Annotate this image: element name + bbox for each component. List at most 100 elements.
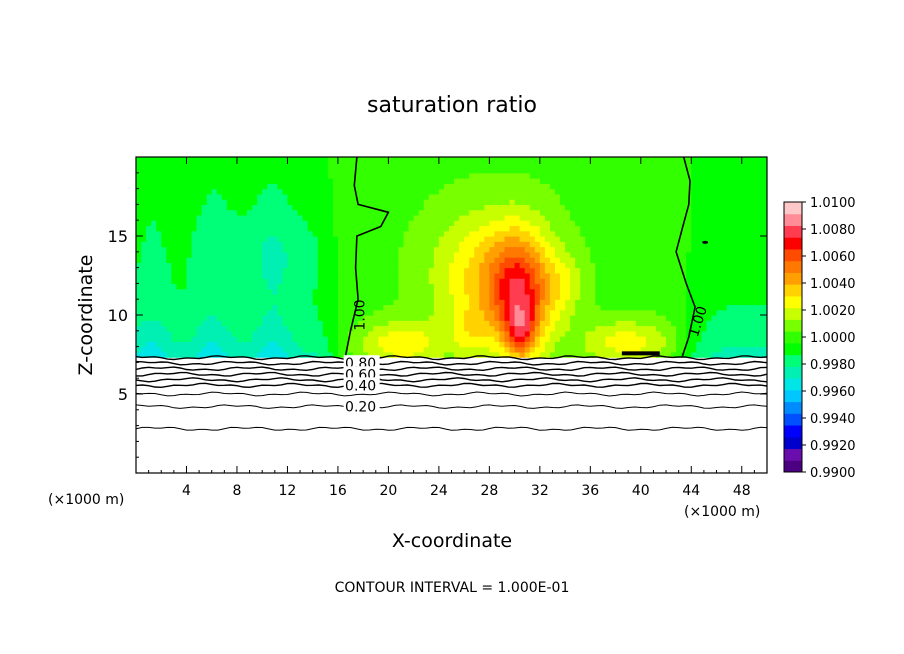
field-cell bbox=[348, 272, 354, 279]
colorbar-swatch bbox=[784, 237, 802, 250]
field-cell bbox=[650, 183, 657, 190]
field-cell bbox=[287, 246, 294, 253]
field-cell bbox=[716, 315, 723, 321]
field-cell bbox=[236, 299, 243, 306]
field-cell bbox=[595, 346, 602, 353]
field-cell bbox=[590, 172, 596, 179]
field-cell bbox=[383, 246, 389, 253]
field-cell bbox=[575, 288, 581, 295]
field-cell bbox=[529, 278, 536, 284]
field-cell bbox=[302, 293, 309, 300]
field-cell bbox=[469, 172, 475, 179]
field-cell bbox=[373, 283, 379, 290]
contour-closed-small bbox=[702, 240, 709, 244]
field-cell bbox=[519, 214, 526, 221]
field-cell bbox=[666, 199, 672, 205]
field-cell bbox=[247, 272, 253, 279]
field-cell bbox=[428, 304, 435, 311]
field-cell bbox=[247, 299, 253, 306]
field-cell bbox=[666, 309, 672, 316]
field-cell bbox=[302, 220, 309, 227]
field-cell bbox=[706, 246, 713, 253]
field-cell bbox=[484, 162, 490, 169]
field-cell bbox=[267, 283, 273, 290]
field-cell bbox=[484, 320, 490, 327]
field-cell bbox=[554, 157, 561, 163]
field-cell bbox=[282, 293, 289, 300]
field-cell bbox=[146, 309, 152, 316]
field-cell bbox=[398, 293, 405, 300]
field-cell bbox=[469, 236, 475, 242]
field-cell bbox=[701, 178, 708, 184]
field-cell bbox=[620, 267, 627, 274]
field-cell bbox=[504, 162, 511, 169]
field-cell bbox=[332, 162, 339, 169]
field-cell bbox=[363, 246, 369, 253]
field-cell bbox=[741, 288, 748, 295]
field-cell bbox=[317, 320, 324, 327]
field-cell bbox=[489, 346, 496, 353]
saturation-field bbox=[136, 157, 767, 358]
field-cell bbox=[166, 199, 172, 205]
field-cell bbox=[645, 304, 652, 311]
field-cell bbox=[660, 336, 667, 342]
field-cell bbox=[176, 204, 183, 211]
field-cell bbox=[342, 325, 349, 332]
field-cell bbox=[342, 241, 349, 248]
field-cell bbox=[565, 251, 571, 258]
field-cell bbox=[206, 320, 213, 327]
field-cell bbox=[348, 167, 354, 174]
field-cell bbox=[363, 157, 369, 163]
field-cell bbox=[459, 257, 465, 263]
field-cell bbox=[655, 178, 662, 184]
field-cell bbox=[337, 304, 344, 311]
field-cell bbox=[136, 251, 142, 258]
field-cell bbox=[277, 178, 283, 184]
field-cell bbox=[292, 209, 299, 216]
field-cell bbox=[216, 251, 223, 258]
field-cell bbox=[317, 293, 324, 300]
field-cell bbox=[554, 241, 561, 248]
field-cell bbox=[580, 167, 586, 174]
field-cell bbox=[666, 330, 672, 337]
field-cell bbox=[156, 272, 162, 279]
field-cell bbox=[751, 193, 758, 200]
field-cell bbox=[554, 220, 561, 227]
field-cell bbox=[554, 236, 561, 242]
field-cell bbox=[161, 351, 167, 358]
field-cell bbox=[337, 330, 344, 337]
field-cell bbox=[504, 336, 511, 342]
field-cell bbox=[756, 167, 763, 174]
field-cell bbox=[761, 341, 767, 348]
field-cell bbox=[433, 267, 440, 274]
field-cell bbox=[681, 330, 687, 337]
field-cell bbox=[696, 199, 702, 205]
field-cell bbox=[267, 251, 273, 258]
field-cell bbox=[378, 167, 384, 174]
field-cell bbox=[711, 288, 718, 295]
field-cell bbox=[625, 288, 632, 295]
field-cell bbox=[282, 204, 289, 211]
field-cell bbox=[499, 178, 506, 184]
field-cell bbox=[201, 304, 208, 311]
field-cell bbox=[312, 257, 319, 263]
field-cell bbox=[317, 330, 324, 337]
field-cell bbox=[277, 304, 283, 311]
field-cell bbox=[696, 193, 702, 200]
field-cell bbox=[524, 188, 531, 195]
field-cell bbox=[191, 183, 198, 190]
field-cell bbox=[696, 320, 702, 327]
field-cell bbox=[706, 288, 713, 295]
field-cell bbox=[519, 172, 526, 179]
field-cell bbox=[716, 204, 723, 211]
field-cell bbox=[645, 272, 652, 279]
field-cell bbox=[358, 336, 364, 342]
field-cell bbox=[504, 251, 511, 258]
field-cell bbox=[307, 351, 314, 358]
field-cell bbox=[746, 304, 753, 311]
field-cell bbox=[282, 309, 289, 316]
field-cell bbox=[438, 230, 445, 237]
field-cell bbox=[136, 320, 142, 327]
field-cell bbox=[166, 193, 172, 200]
field-cell bbox=[534, 288, 541, 295]
